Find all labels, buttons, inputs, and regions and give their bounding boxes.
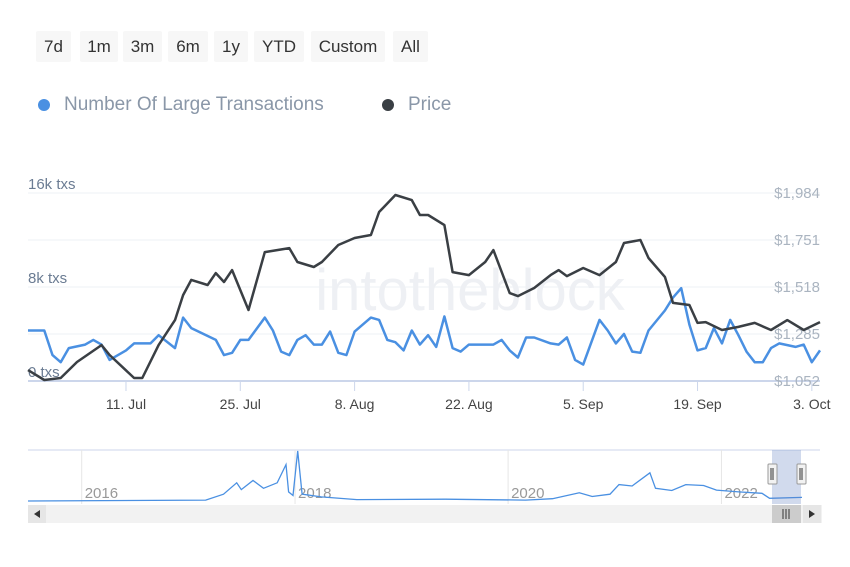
x-tick-label: 25. Jul (220, 396, 261, 412)
legend-item-large-transactions[interactable]: Number Of Large Transactions (38, 94, 324, 116)
x-tick-label: 5. Sep (563, 396, 604, 412)
legend-marker-icon (38, 99, 50, 111)
x-tick-label: 8. Aug (335, 396, 375, 412)
watermark: intotheblock (315, 258, 626, 323)
arrow-left-icon (34, 510, 40, 518)
legend-label: Number Of Large Transactions (64, 94, 324, 115)
legend-item-price[interactable]: Price (382, 94, 451, 116)
navigator-year-label: 2018 (298, 485, 331, 502)
legend-marker-icon (382, 99, 394, 111)
navigator-year-label: 2016 (85, 485, 118, 502)
y-right-tick-label: $1,052 (774, 373, 820, 390)
navigator-year-label: 2020 (511, 485, 544, 502)
range-button-6m[interactable]: 6m (168, 31, 208, 62)
range-button-custom[interactable]: Custom (311, 31, 385, 62)
range-button-7d[interactable]: 7d (36, 31, 71, 62)
y-left-tick-label: 16k txs (28, 176, 76, 193)
y-right-tick-label: $1,518 (774, 279, 820, 296)
scrollbar-track[interactable] (28, 505, 822, 523)
y-right-tick-label: $1,984 (774, 185, 820, 202)
range-button-all[interactable]: All (393, 31, 428, 62)
x-tick-label: 11. Jul (106, 396, 146, 412)
range-button-1y[interactable]: 1y (214, 31, 248, 62)
y-left-tick-label: 0 txs (28, 364, 60, 381)
range-button-3m[interactable]: 3m (123, 31, 162, 62)
navigator-year-label: 2022 (724, 485, 757, 502)
x-tick-label: 22. Aug (445, 396, 493, 412)
x-tick-label: 3. Oct (793, 396, 830, 412)
y-right-tick-label: $1,751 (774, 232, 820, 249)
range-button-1m[interactable]: 1m (80, 31, 118, 62)
legend-label: Price (408, 94, 452, 115)
x-tick-label: 19. Sep (673, 396, 721, 412)
arrow-right-icon (809, 510, 815, 518)
navigator-series (27, 450, 803, 502)
range-button-ytd[interactable]: YTD (254, 31, 304, 62)
y-left-tick-label: 8k txs (28, 270, 67, 287)
y-right-tick-label: $1,285 (774, 326, 820, 343)
